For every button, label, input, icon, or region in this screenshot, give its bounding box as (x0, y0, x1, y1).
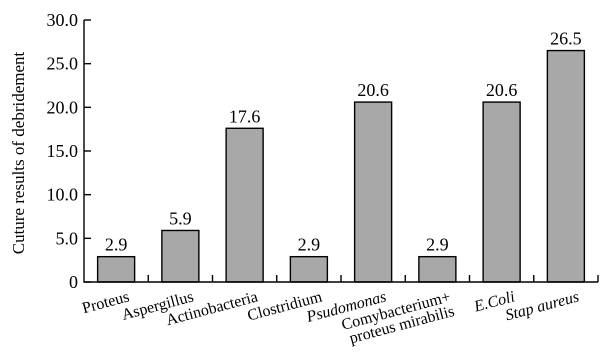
data-label: 20.6 (486, 80, 518, 100)
y-tick-label: 10.0 (47, 185, 79, 205)
bar (96, 255, 136, 283)
bars-layer (96, 49, 586, 283)
y-tick-label: 25.0 (47, 54, 79, 74)
y-tick-label: 5.0 (56, 228, 79, 248)
bar (353, 101, 393, 283)
bar (289, 255, 329, 283)
y-tick-label: 0 (69, 272, 78, 292)
bar (482, 101, 521, 283)
axis-lines (83, 20, 598, 283)
y-tick-label: 30.0 (47, 10, 79, 30)
data-label: 2.9 (105, 235, 128, 255)
data-label: 2.9 (298, 235, 321, 255)
data-label: 17.6 (229, 106, 261, 126)
x-tick-label: Stap aureus (504, 288, 581, 324)
y-tick-label: 20.0 (47, 97, 79, 117)
bar (225, 127, 264, 283)
data-label: 20.6 (357, 80, 389, 100)
data-label: 5.9 (169, 208, 192, 228)
y-tick-label: 15.0 (47, 141, 79, 161)
bar (418, 255, 457, 283)
data-label: 2.9 (426, 235, 449, 255)
y-axis-title: Cuture results of debridement (9, 51, 28, 254)
bar (161, 229, 200, 283)
axes-layer (83, 19, 599, 283)
bar (546, 49, 586, 283)
data-label: 26.5 (550, 29, 582, 49)
